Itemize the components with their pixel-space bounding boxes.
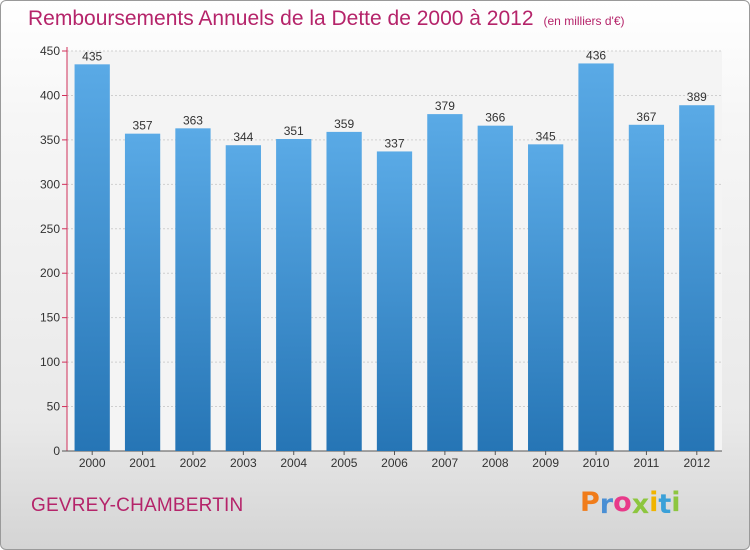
bar-value-label: 367	[636, 110, 656, 124]
x-tick-label: 2007	[432, 456, 459, 470]
bar-value-label: 357	[133, 119, 153, 133]
x-tick-label: 2004	[280, 456, 307, 470]
commune-name: GEVREY-CHAMBERTIN	[31, 495, 244, 516]
y-tick-label: 400	[40, 88, 60, 102]
bar-value-label: 389	[687, 90, 707, 104]
bar-value-label: 345	[536, 129, 556, 143]
bar-2003	[225, 145, 261, 451]
logo-letter: x	[631, 489, 650, 520]
bar-2007	[427, 114, 463, 451]
logo-letter: i	[649, 487, 659, 518]
x-tick-label: 2001	[129, 456, 156, 470]
bar-2008	[477, 125, 513, 452]
bar-value-label: 379	[435, 99, 455, 113]
y-tick-label: 250	[40, 222, 60, 236]
y-tick-label: 350	[40, 133, 60, 147]
y-tick-label: 450	[40, 44, 60, 58]
bar-2004	[276, 139, 312, 451]
x-tick-label: 2010	[583, 456, 610, 470]
y-tick-label: 200	[40, 266, 60, 280]
logo-letter: r	[599, 489, 614, 520]
bar-2000	[74, 64, 110, 452]
y-tick-label: 150	[40, 311, 60, 325]
logo-letter: o	[613, 487, 632, 518]
chart-title: Remboursements Annuels de la Dette de 20…	[28, 7, 625, 31]
y-tick-label: 0	[53, 444, 60, 458]
bar-value-label: 366	[485, 111, 505, 125]
bar-2009	[528, 144, 564, 452]
bar-2006	[376, 151, 413, 451]
x-tick-label: 2009	[532, 456, 559, 470]
bar-2011	[628, 124, 665, 452]
logo-letter: P	[580, 487, 600, 518]
bar-2012	[679, 105, 715, 451]
chart-unit-note: (en milliers d'€)	[543, 14, 625, 28]
bar-value-label: 359	[334, 117, 354, 131]
x-tick-label: 2011	[634, 456, 660, 470]
x-tick-label: 2003	[230, 456, 257, 470]
logo-letter: t	[658, 489, 672, 520]
x-tick-label: 2002	[180, 456, 207, 470]
x-tick-label: 2012	[683, 456, 710, 470]
bar-2010	[578, 63, 614, 451]
y-tick-label: 100	[40, 355, 60, 369]
bar-value-label: 363	[183, 113, 203, 127]
y-tick-label: 300	[40, 177, 60, 191]
bar-2005	[326, 131, 362, 451]
logo-letter: i	[671, 487, 681, 518]
proxiti-logo: Proxiti	[580, 487, 681, 520]
chart-title-text: Remboursements Annuels de la Dette de 20…	[28, 7, 534, 30]
bar-value-label: 344	[233, 130, 253, 144]
y-tick-label: 50	[47, 400, 61, 414]
bar-value-label: 436	[586, 48, 606, 62]
x-tick-label: 2008	[482, 456, 509, 470]
bar-2002	[175, 128, 211, 451]
x-tick-label: 2006	[381, 456, 408, 470]
x-tick-label: 2000	[79, 456, 106, 470]
bar-value-label: 435	[82, 49, 102, 63]
bar-value-label: 337	[384, 136, 404, 150]
bar-2001	[124, 133, 161, 451]
x-tick-label: 2005	[331, 456, 358, 470]
bar-value-label: 351	[284, 124, 304, 138]
